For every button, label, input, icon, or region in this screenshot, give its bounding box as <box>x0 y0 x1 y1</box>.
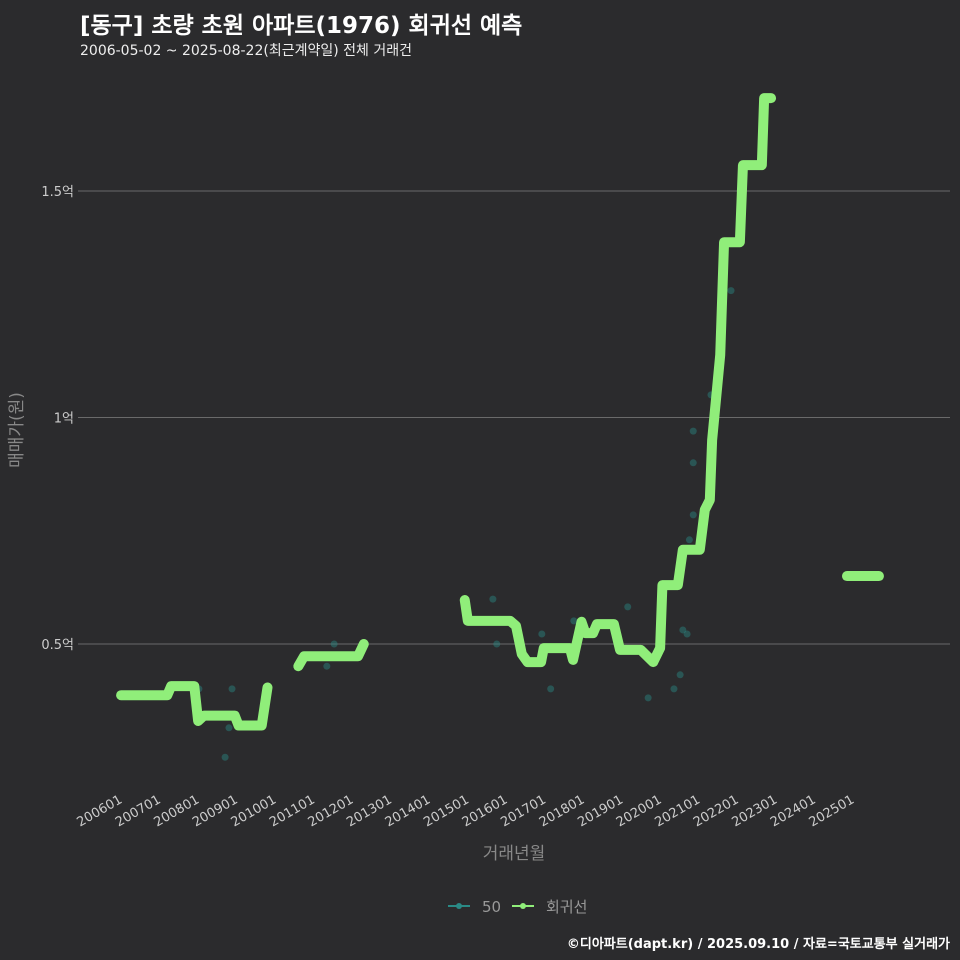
legend-dot-icon <box>520 903 526 909</box>
scatter-point <box>225 724 233 732</box>
legend-label: 50 <box>482 898 501 916</box>
scatter-point <box>683 630 691 638</box>
scatter-point <box>689 459 697 467</box>
scatter-point <box>228 685 236 693</box>
scatter-point <box>221 753 229 761</box>
scatter-point <box>689 427 697 435</box>
chart-caption: ©디아파트(dapt.kr) / 2025.09.10 / 자료=국토교통부 실… <box>566 937 950 952</box>
scatter-point <box>624 603 632 611</box>
scatter-point <box>323 662 331 670</box>
scatter-point <box>679 626 687 634</box>
scatter-point <box>685 536 693 544</box>
legend-dot-icon <box>456 903 462 909</box>
chart-title: [동구] 초량 초원 아파트(1976) 회귀선 예측 <box>80 13 523 39</box>
scatter-point <box>538 630 546 638</box>
regression-line-segment <box>459 93 777 668</box>
scatter-point <box>330 640 338 648</box>
scatter-point <box>547 685 555 693</box>
regression-line-segment <box>116 681 273 731</box>
chart-subtitle: 2006-05-02 ~ 2025-08-22(최근계약일) 전체 거래건 <box>80 43 412 59</box>
y-tick-label: 1.5억 <box>41 185 74 200</box>
scatter-point <box>489 595 497 603</box>
regression-line-segment <box>293 639 369 672</box>
scatter-point <box>727 287 735 295</box>
x-axis-label: 거래년월 <box>483 844 546 864</box>
legend-label: 회귀선 <box>546 898 587 916</box>
y-axis-label: 매매가(원) <box>7 392 27 468</box>
scatter-point <box>676 671 684 679</box>
scatter-point <box>644 694 652 702</box>
scatter-point <box>570 617 578 625</box>
y-tick-label: 1억 <box>54 412 74 427</box>
y-tick-label: 0.5억 <box>41 638 74 653</box>
scatter-point <box>689 511 697 519</box>
scatter-point <box>670 685 678 693</box>
scatter-point <box>493 640 501 648</box>
